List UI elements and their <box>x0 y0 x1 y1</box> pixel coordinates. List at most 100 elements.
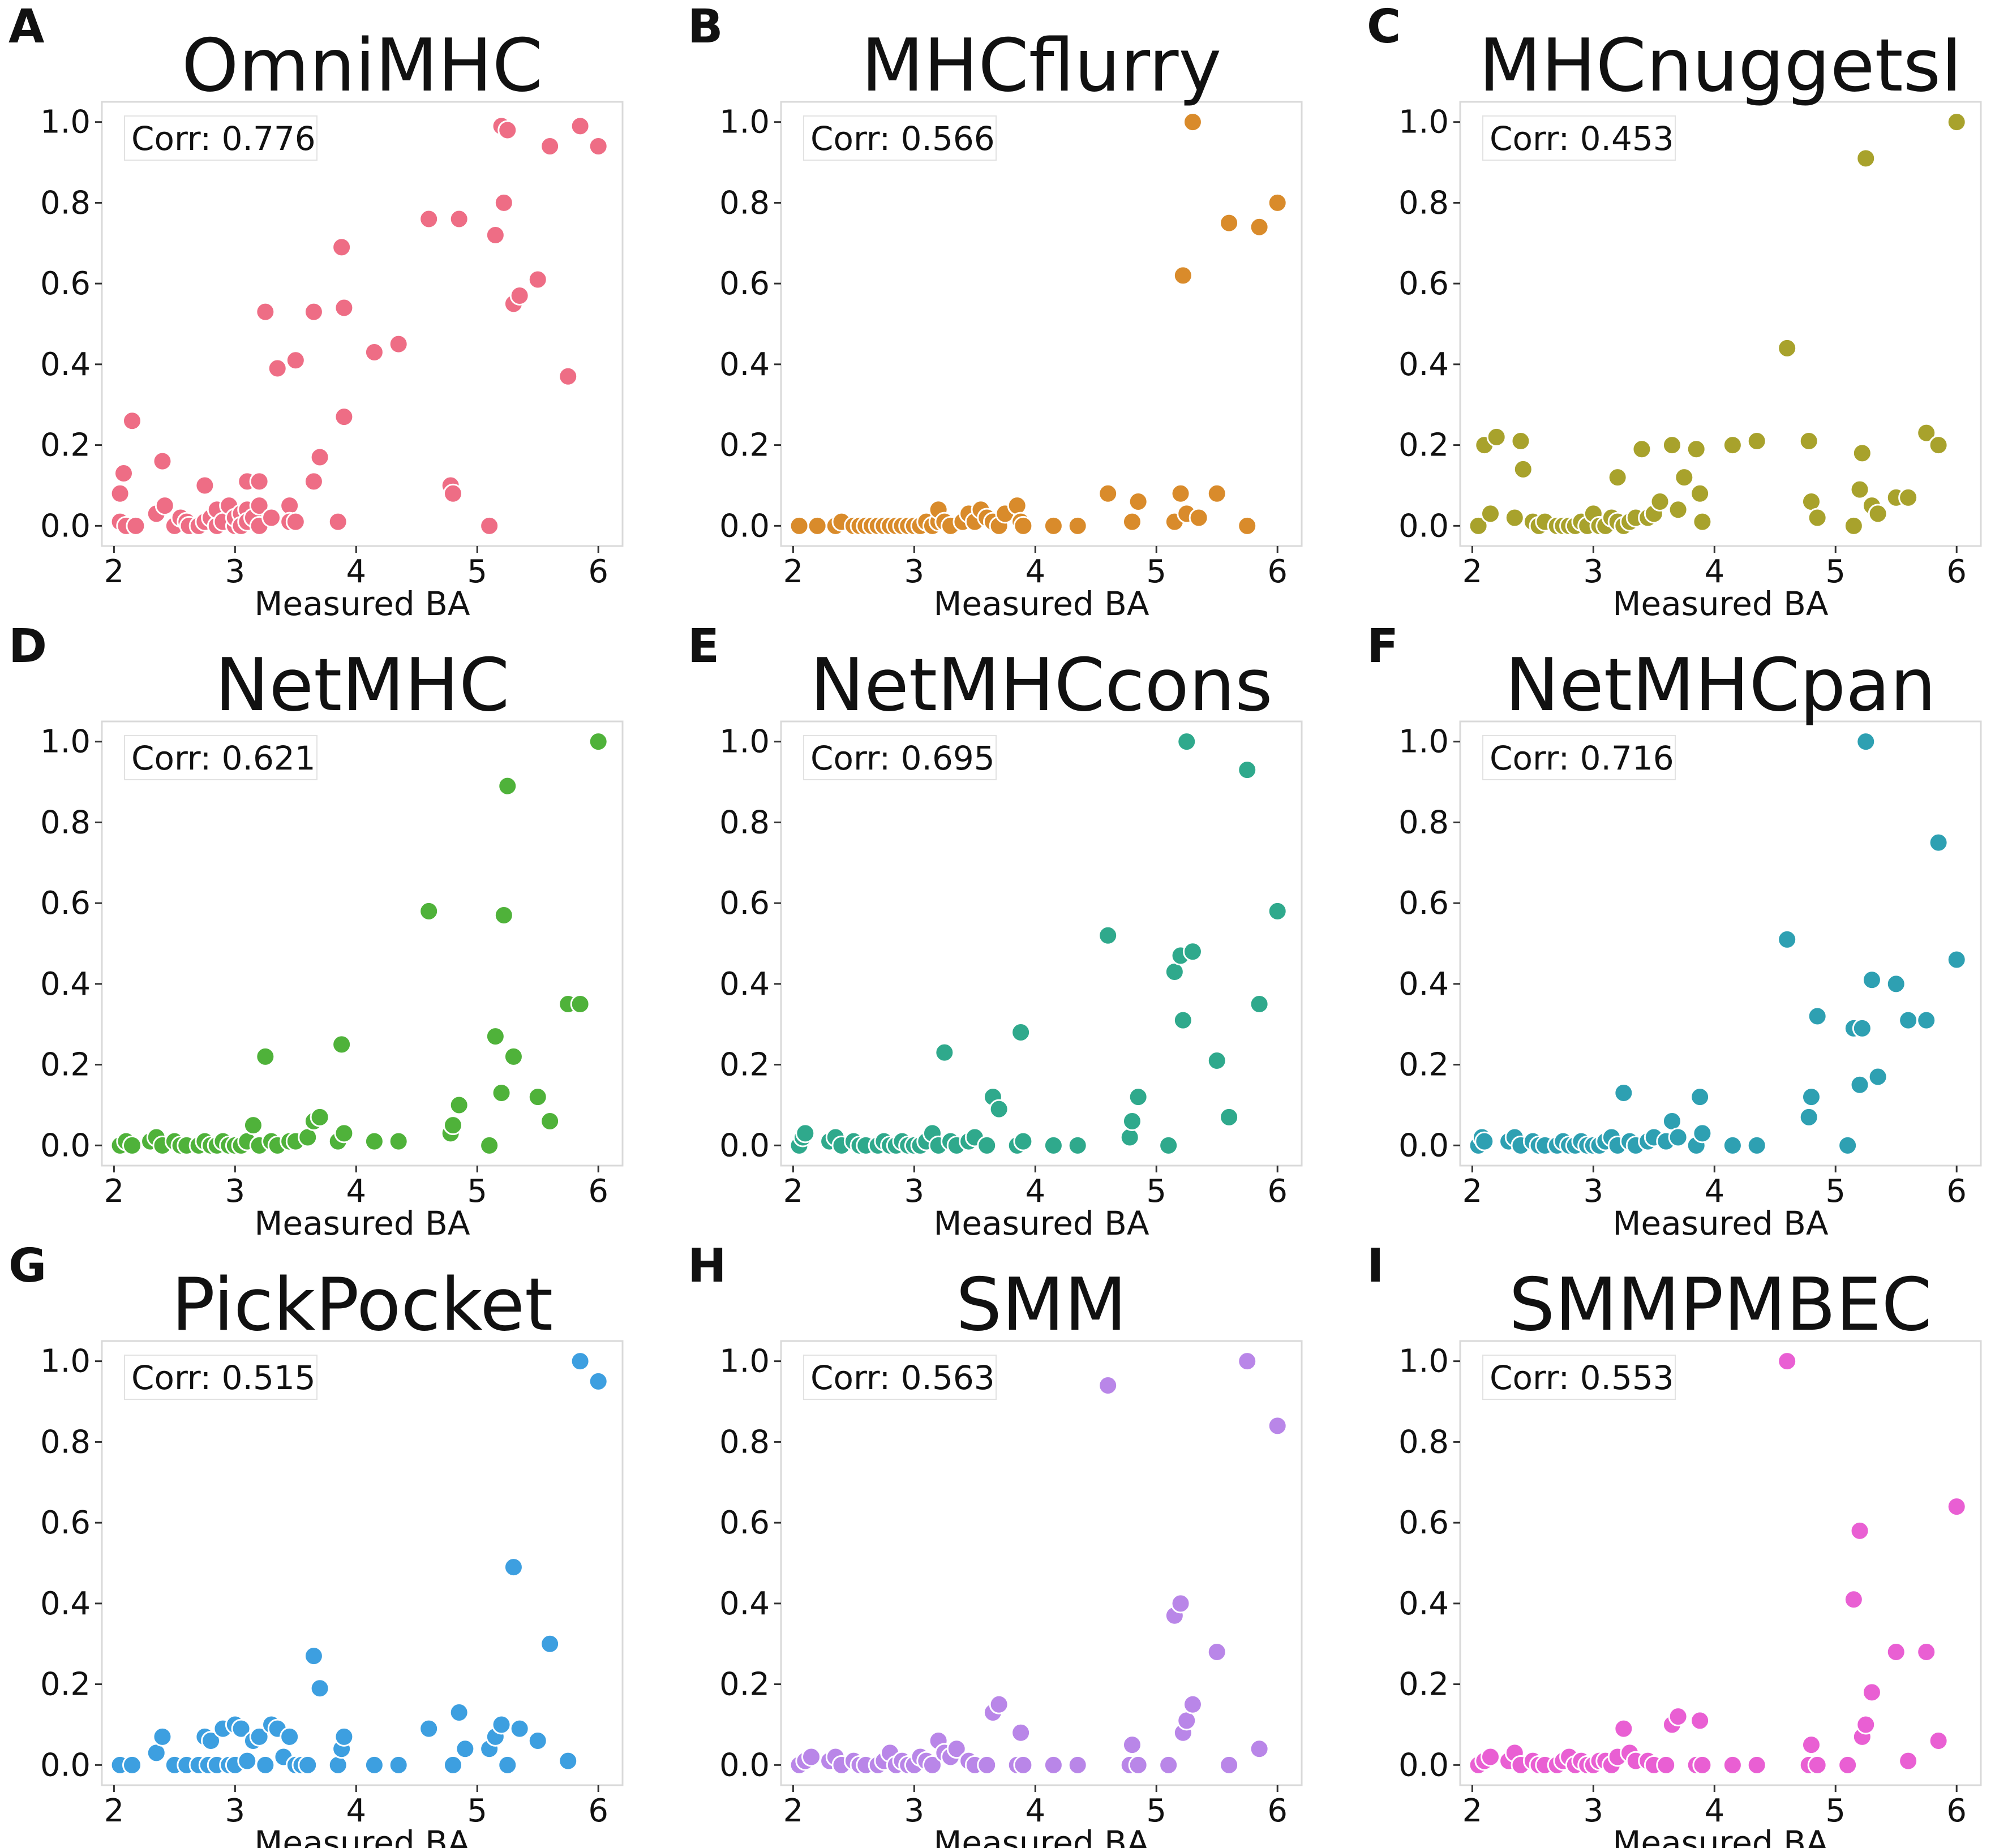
y-tick-label: 0.8 <box>40 804 91 841</box>
x-tick-label: 3 <box>1584 553 1604 590</box>
y-tick-label: 0.6 <box>1398 885 1449 922</box>
plot-area-f <box>1459 720 1982 1167</box>
chart-title-e: NetMHCcons <box>810 643 1272 728</box>
y-tick-label: 0.2 <box>40 1666 91 1703</box>
data-point <box>1468 515 1488 536</box>
x-tick-label: 2 <box>783 1793 804 1829</box>
x-tick-label: 2 <box>1462 1793 1483 1829</box>
data-point <box>1886 974 1906 994</box>
chart-title-f: NetMHCpan <box>1505 643 1936 728</box>
y-tick-label: 0.6 <box>40 885 91 922</box>
data-point <box>249 1726 269 1747</box>
data-point <box>261 508 282 528</box>
x-axis-label-c: Measured BA <box>1612 585 1829 623</box>
data-point <box>989 1694 1009 1714</box>
data-point <box>1777 338 1797 358</box>
data-point <box>303 1646 324 1666</box>
x-tick-label: 2 <box>1462 1173 1483 1210</box>
data-point <box>443 1755 463 1775</box>
corr-label-i: Corr: 0.553 <box>1490 1359 1674 1397</box>
x-tick-label: 6 <box>1267 553 1288 590</box>
data-point <box>310 447 330 467</box>
y-tick-label: 1.0 <box>1398 1343 1449 1380</box>
y-tick-label: 0.0 <box>40 1747 91 1783</box>
x-tick-label: 2 <box>104 1793 125 1829</box>
data-point <box>1747 1135 1767 1155</box>
data-point <box>1850 1075 1870 1095</box>
data-point <box>497 120 518 140</box>
data-point <box>795 1123 816 1144</box>
x-tick-label: 4 <box>1025 1793 1045 1829</box>
x-axis-label-g: Measured BA <box>254 1824 470 1848</box>
data-point <box>1916 1642 1937 1662</box>
y-tick-label: 0.0 <box>40 1127 91 1164</box>
data-point <box>280 1726 300 1747</box>
y-tick-label: 1.0 <box>40 1343 91 1380</box>
data-point <box>807 515 827 536</box>
data-point <box>1122 1735 1142 1755</box>
y-tick-label: 0.2 <box>1398 1047 1449 1084</box>
data-point <box>1838 1755 1858 1775</box>
data-point <box>1249 1739 1269 1759</box>
data-point <box>1122 512 1142 532</box>
panel-letter-h: H <box>688 1239 727 1293</box>
data-point <box>1690 1087 1710 1107</box>
x-tick-label: 4 <box>346 553 366 590</box>
data-point <box>527 1087 548 1107</box>
data-point <box>1013 515 1033 536</box>
data-point <box>334 1726 354 1747</box>
data-point <box>1480 504 1500 524</box>
data-point <box>1011 1022 1031 1042</box>
data-point <box>1486 427 1507 447</box>
data-point <box>249 496 269 516</box>
chart-title-c: MHCnuggetsI <box>1479 24 1962 108</box>
data-point <box>1474 1131 1495 1151</box>
data-point <box>1843 1589 1864 1610</box>
data-point <box>1662 435 1682 455</box>
data-point <box>491 1714 512 1735</box>
x-tick-label: 5 <box>1825 1793 1846 1829</box>
data-point <box>332 237 352 257</box>
y-tick-label: 1.0 <box>40 724 91 760</box>
y-tick-label: 0.2 <box>1398 427 1449 464</box>
data-point <box>1722 1135 1743 1155</box>
data-point <box>479 1135 500 1155</box>
data-point <box>1838 1135 1858 1155</box>
x-tick-label: 2 <box>783 1173 804 1210</box>
data-point <box>1861 970 1882 990</box>
corr-label-a: Corr: 0.776 <box>131 119 316 158</box>
data-point <box>1898 1010 1919 1030</box>
y-tick-label: 0.4 <box>1398 346 1449 383</box>
x-tick-label: 3 <box>1584 1793 1604 1829</box>
y-tick-label: 0.4 <box>40 346 91 383</box>
data-point <box>1098 925 1118 946</box>
data-point <box>1237 760 1258 780</box>
corr-box-g <box>124 1355 318 1400</box>
data-point <box>1777 929 1797 949</box>
plot-area-a <box>101 101 624 547</box>
data-point <box>332 1034 352 1055</box>
data-point <box>1067 515 1088 536</box>
y-tick-label: 0.0 <box>1398 1127 1449 1164</box>
data-point <box>1219 1755 1239 1775</box>
chart-title-b: MHCflurry <box>861 24 1222 108</box>
data-point <box>267 358 288 379</box>
data-point <box>249 471 269 492</box>
x-axis-label-h: Measured BA <box>933 1824 1149 1848</box>
x-tick-label: 4 <box>346 1793 366 1829</box>
data-point <box>1607 467 1628 488</box>
y-tick-label: 0.6 <box>1398 265 1449 302</box>
data-point <box>527 269 548 290</box>
data-point <box>1668 500 1688 520</box>
data-point <box>801 1747 821 1767</box>
data-point <box>497 1755 518 1775</box>
data-point <box>449 1703 469 1723</box>
data-point <box>1504 508 1525 528</box>
data-point <box>1614 1718 1634 1739</box>
data-point <box>1067 1755 1088 1775</box>
x-axis-label-a: Measured BA <box>254 585 470 623</box>
x-tick-label: 6 <box>1267 1793 1288 1829</box>
data-point <box>1207 1642 1227 1662</box>
y-tick-label: 0.0 <box>1398 508 1449 544</box>
